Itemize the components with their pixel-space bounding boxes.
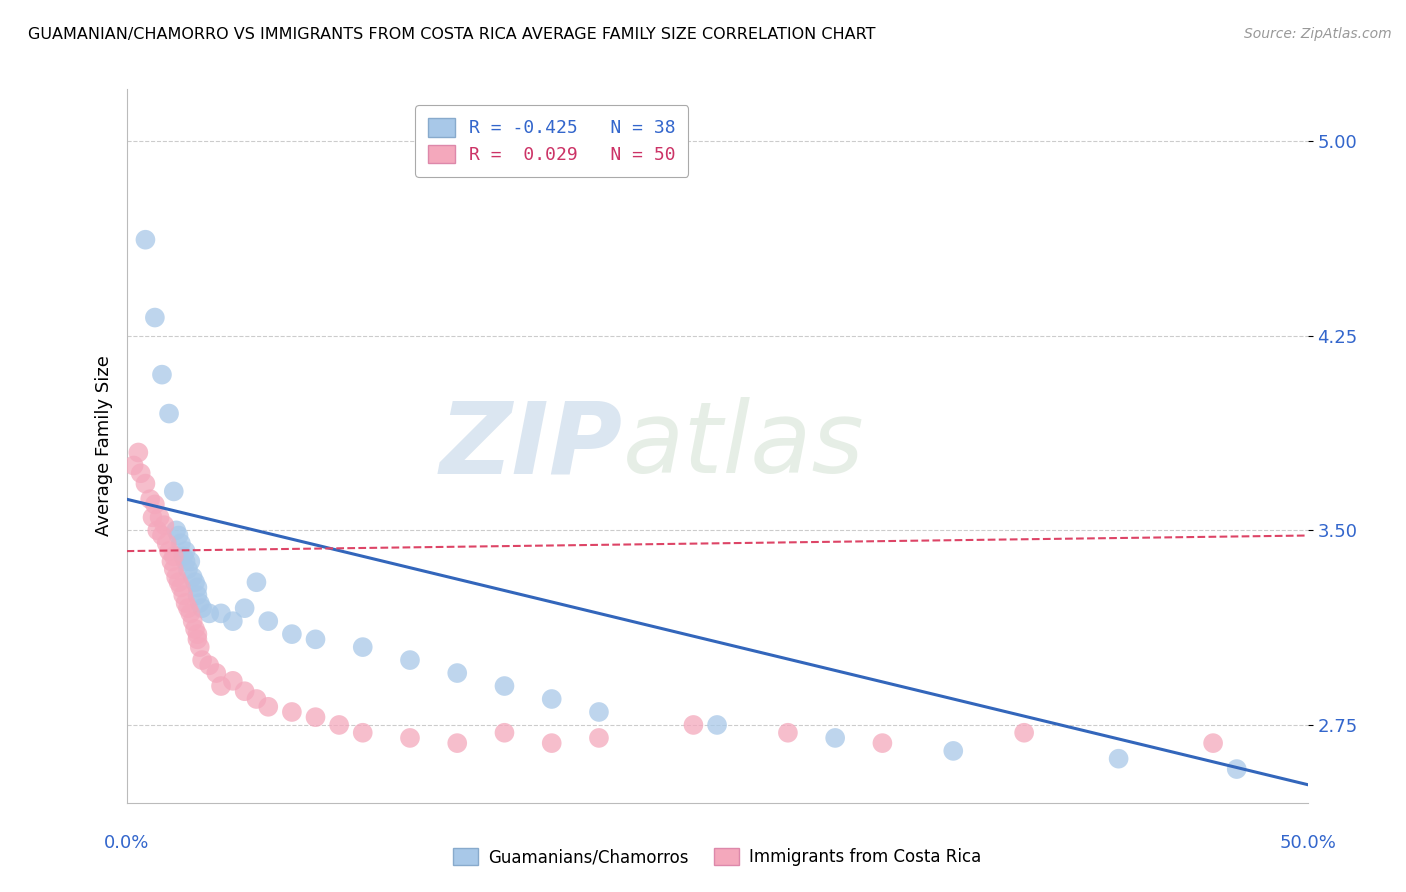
Point: [942, 744, 965, 758]
Text: Source: ZipAtlas.com: Source: ZipAtlas.com: [1244, 27, 1392, 41]
Point: [245, 575, 267, 590]
Point: [174, 596, 197, 610]
Text: atlas: atlas: [623, 398, 865, 494]
Point: [399, 653, 422, 667]
Point: [157, 407, 180, 421]
Point: [165, 524, 187, 538]
Point: [177, 562, 200, 576]
Point: [186, 632, 208, 647]
Point: [540, 736, 562, 750]
Point: [150, 368, 173, 382]
Point: [588, 731, 610, 745]
Point: [165, 570, 187, 584]
Point: [257, 699, 280, 714]
Point: [588, 705, 610, 719]
Point: [191, 601, 214, 615]
Point: [352, 725, 374, 739]
Point: [281, 705, 304, 719]
Point: [706, 718, 728, 732]
Point: [233, 684, 256, 698]
Point: [399, 731, 422, 745]
Point: [1226, 762, 1249, 776]
Point: [446, 666, 468, 681]
Legend: R = -0.425   N = 38, R =  0.029   N = 50: R = -0.425 N = 38, R = 0.029 N = 50: [415, 105, 689, 177]
Point: [141, 510, 163, 524]
Point: [134, 476, 156, 491]
Point: [157, 544, 180, 558]
Point: [172, 588, 194, 602]
Point: [776, 725, 799, 739]
Point: [198, 658, 221, 673]
Point: [304, 632, 326, 647]
Point: [245, 692, 267, 706]
Point: [179, 607, 201, 621]
Point: [163, 562, 186, 576]
Point: [160, 554, 183, 568]
Point: [222, 673, 245, 688]
Point: [167, 528, 190, 542]
Point: [174, 554, 197, 568]
Point: [170, 536, 193, 550]
Point: [181, 570, 204, 584]
Point: [328, 718, 350, 732]
Point: [174, 544, 197, 558]
Point: [186, 627, 208, 641]
Point: [682, 718, 704, 732]
Point: [163, 484, 186, 499]
Point: [257, 614, 280, 628]
Point: [494, 679, 516, 693]
Point: [186, 588, 208, 602]
Point: [167, 575, 190, 590]
Point: [122, 458, 145, 473]
Point: [281, 627, 304, 641]
Point: [446, 736, 468, 750]
Point: [304, 710, 326, 724]
Point: [156, 536, 179, 550]
Point: [184, 575, 207, 590]
Text: 0.0%: 0.0%: [104, 834, 149, 852]
Point: [352, 640, 374, 654]
Point: [177, 601, 200, 615]
Point: [170, 581, 193, 595]
Point: [143, 310, 166, 325]
Point: [222, 614, 245, 628]
Point: [129, 467, 152, 481]
Point: [139, 492, 162, 507]
Point: [1202, 736, 1225, 750]
Point: [209, 679, 232, 693]
Point: [188, 596, 211, 610]
Point: [540, 692, 562, 706]
Point: [184, 622, 207, 636]
Point: [205, 666, 228, 681]
Point: [191, 653, 214, 667]
Point: [149, 510, 172, 524]
Point: [150, 528, 173, 542]
Point: [1012, 725, 1035, 739]
Point: [134, 233, 156, 247]
Point: [143, 497, 166, 511]
Point: [153, 518, 176, 533]
Point: [209, 607, 232, 621]
Point: [146, 524, 169, 538]
Text: 50.0%: 50.0%: [1279, 834, 1336, 852]
Point: [824, 731, 846, 745]
Point: [186, 581, 208, 595]
Text: ZIP: ZIP: [440, 398, 623, 494]
Y-axis label: Average Family Size: Average Family Size: [94, 356, 112, 536]
Point: [127, 445, 149, 459]
Point: [188, 640, 211, 654]
Point: [163, 549, 186, 564]
Point: [233, 601, 256, 615]
Point: [872, 736, 894, 750]
Point: [181, 614, 204, 628]
Legend: Guamanians/Chamorros, Immigrants from Costa Rica: Guamanians/Chamorros, Immigrants from Co…: [447, 841, 987, 873]
Point: [198, 607, 221, 621]
Point: [179, 554, 201, 568]
Point: [1108, 752, 1130, 766]
Text: GUAMANIAN/CHAMORRO VS IMMIGRANTS FROM COSTA RICA AVERAGE FAMILY SIZE CORRELATION: GUAMANIAN/CHAMORRO VS IMMIGRANTS FROM CO…: [28, 27, 876, 42]
Point: [494, 725, 516, 739]
Point: [172, 549, 194, 564]
